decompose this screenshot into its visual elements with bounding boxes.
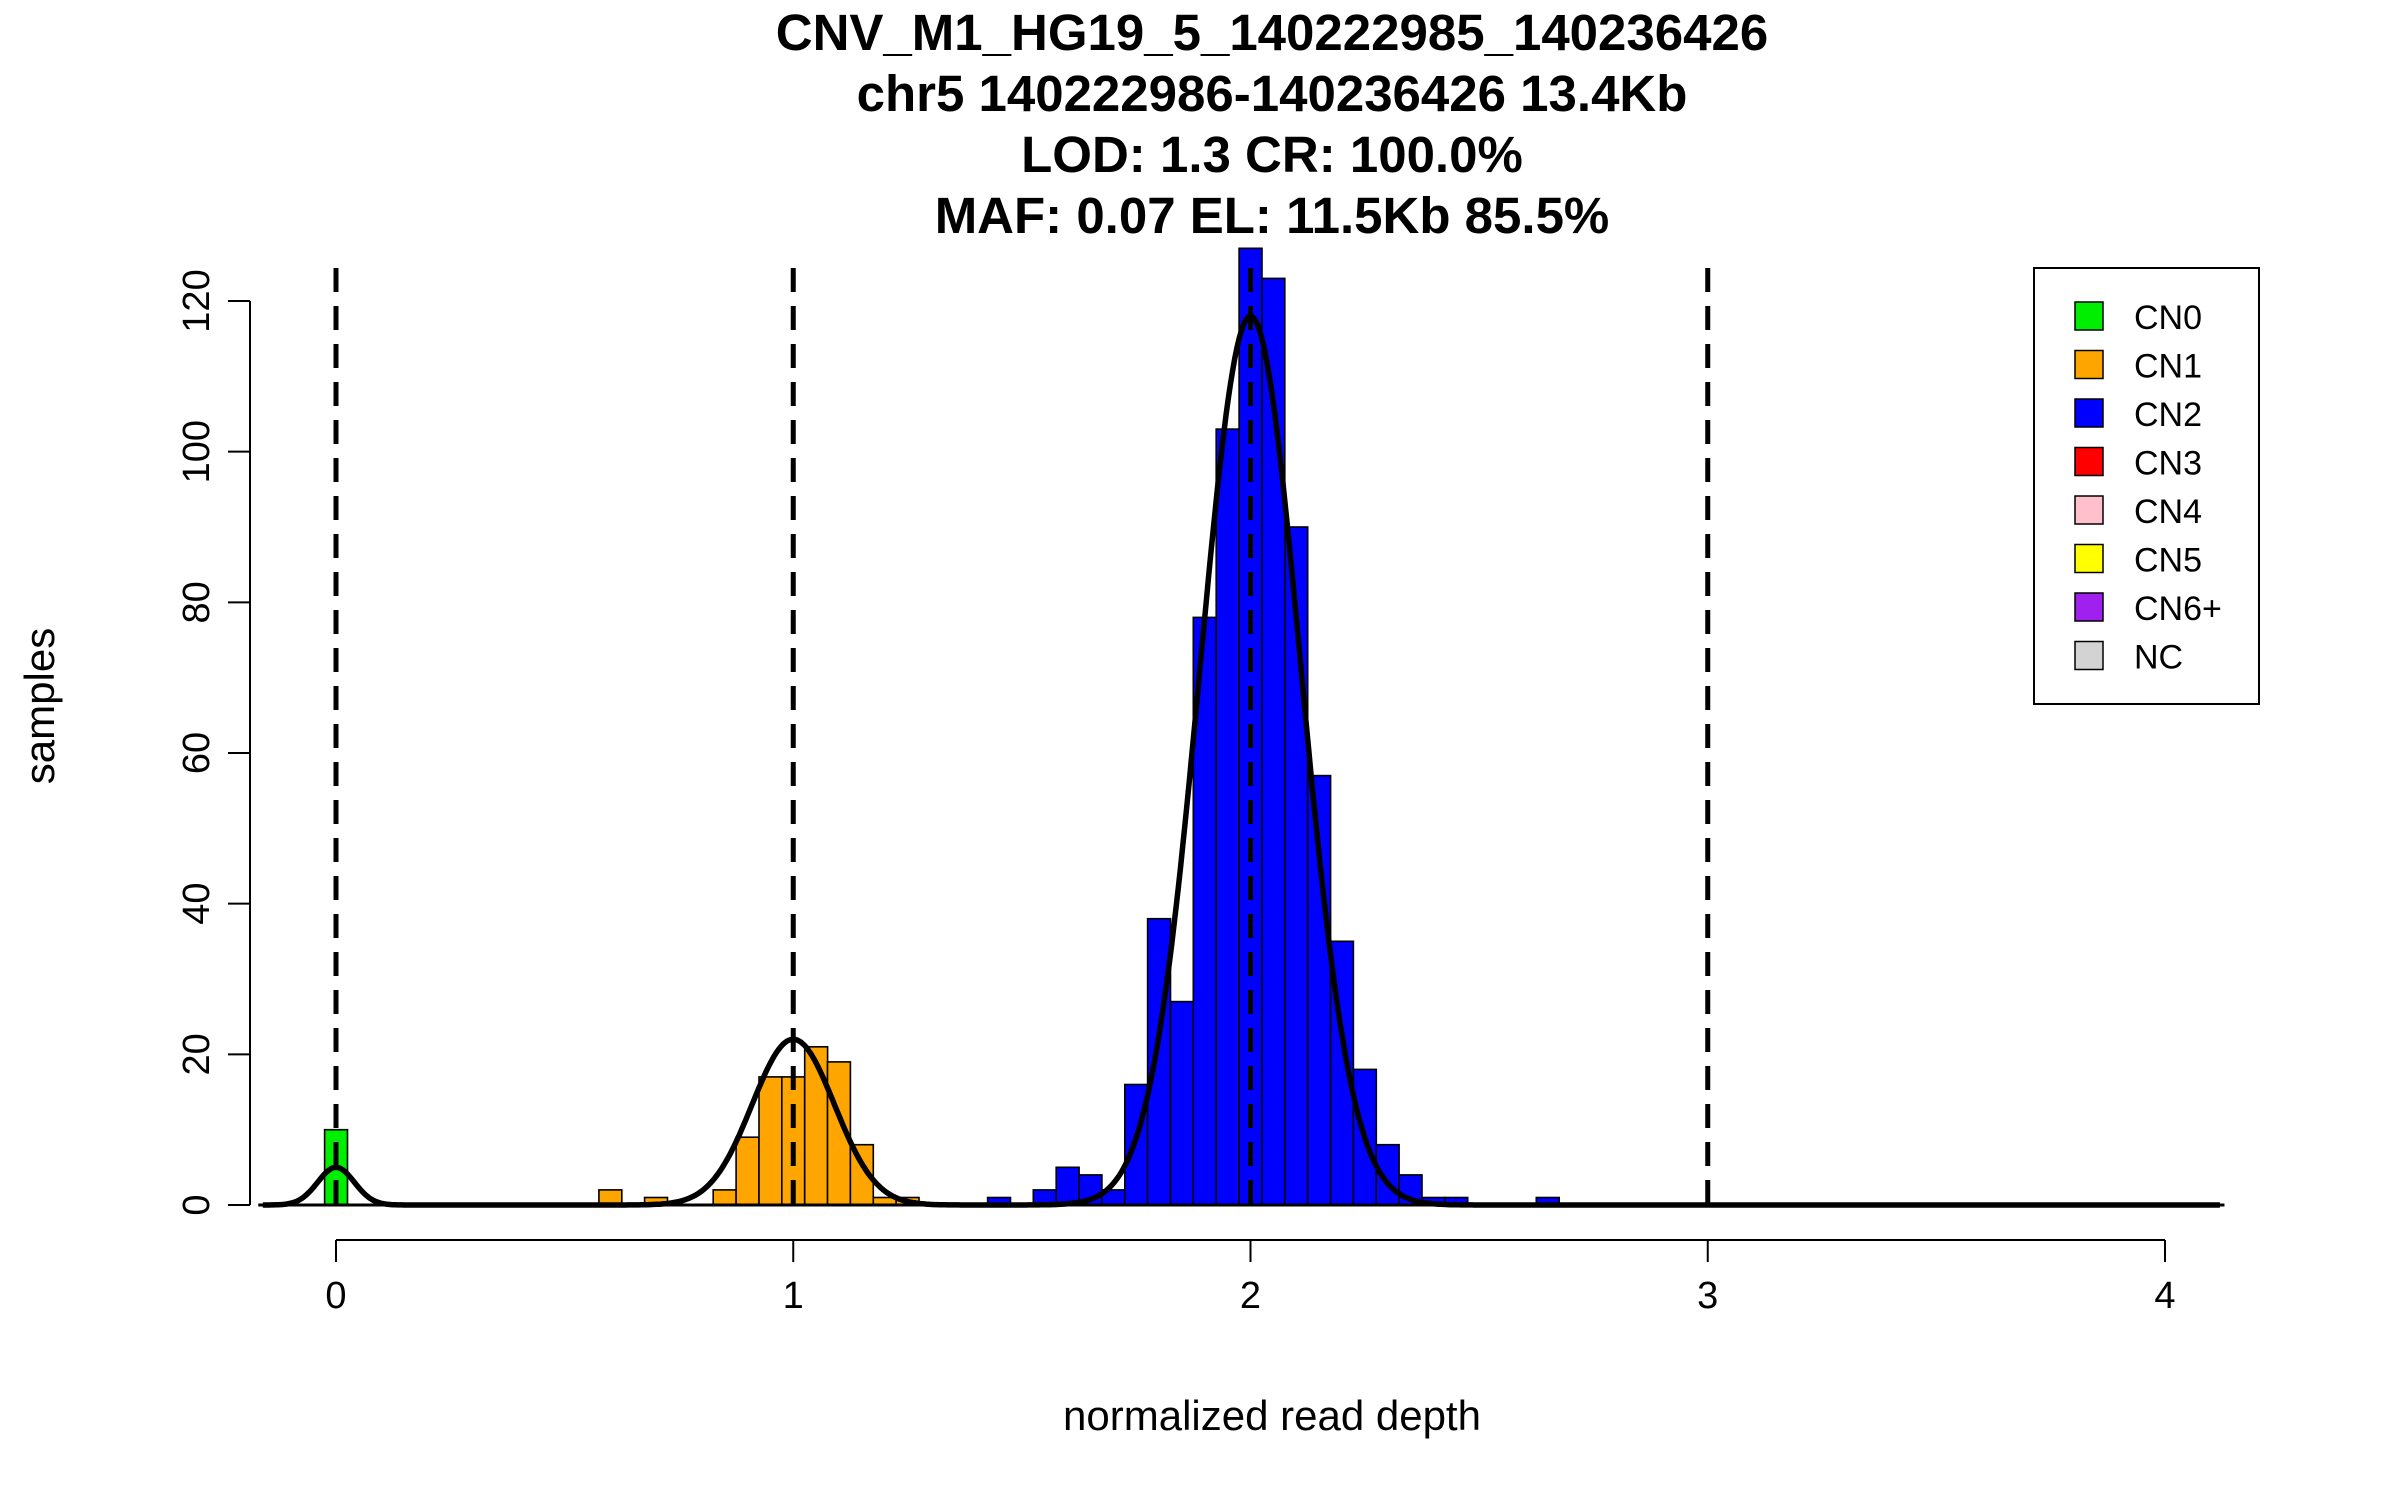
title-line-4: MAF: 0.07 EL: 11.5Kb 85.5% <box>935 187 1610 244</box>
legend-label-cn6plus: CN6+ <box>2134 590 2222 628</box>
legend-label-cn3: CN3 <box>2134 445 2202 483</box>
legend: CN0 CN1 CN2 CN3 CN4 CN5 CN6+ NC <box>2033 267 2260 705</box>
legend-box <box>2033 267 2260 705</box>
bar-cn2 <box>1169 1000 1195 1206</box>
chart-title: CNV_M1_HG19_5_140222985_140236426 chr5 1… <box>776 4 1768 244</box>
y-tick-label: 80 <box>176 581 218 623</box>
x-tick-label: 1 <box>783 1275 804 1317</box>
x-tick-label: 0 <box>325 1275 346 1317</box>
bar-cn2 <box>1215 428 1240 1206</box>
y-tick-label: 100 <box>176 420 218 483</box>
bar-cn1 <box>735 1136 760 1206</box>
bar-cn2 <box>1055 1166 1080 1206</box>
legend-swatch-nc <box>2074 640 2104 671</box>
title-line-1: CNV_M1_HG19_5_140222985_140236426 <box>776 4 1768 61</box>
legend-label-cn5: CN5 <box>2134 542 2202 580</box>
legend-swatch-cn3 <box>2074 446 2104 477</box>
legend-label-cn0: CN0 <box>2134 299 2202 337</box>
legend-swatch-cn4 <box>2074 495 2104 525</box>
legend-label-cn2: CN2 <box>2134 396 2202 434</box>
legend-swatch-cn5 <box>2074 543 2104 574</box>
y-tick-label: 60 <box>176 732 218 774</box>
y-tick-label: 120 <box>176 269 218 332</box>
copy-number-reference-lines <box>333 268 1711 1205</box>
legend-label-nc: NC <box>2134 639 2183 677</box>
y-axis: 0 20 40 60 80 100 120 <box>176 269 251 1216</box>
x-axis: 0 1 2 3 4 <box>325 1239 2176 1317</box>
x-tick-label: 3 <box>1697 1275 1718 1317</box>
x-tick-label: 2 <box>1240 1275 1261 1317</box>
fitted-density-curves <box>262 313 2221 1208</box>
bar-cn1 <box>803 1046 829 1206</box>
title-line-3: LOD: 1.3 CR: 100.0% <box>1021 126 1523 183</box>
legend-label-cn1: CN1 <box>2134 348 2202 386</box>
bar-cn1 <box>712 1189 737 1206</box>
y-axis-label: samples <box>16 628 63 784</box>
legend-label-cn4: CN4 <box>2134 493 2202 531</box>
legend-swatch-cn2 <box>2074 398 2104 428</box>
legend-swatch-cn0 <box>2074 301 2104 331</box>
y-tick-label: 0 <box>176 1194 218 1215</box>
histogram-bars <box>258 247 2225 1207</box>
legend-swatch-cn6plus <box>2074 592 2104 622</box>
legend-swatch-cn1 <box>2074 349 2104 380</box>
fit-curve <box>262 313 2221 1208</box>
y-tick-label: 40 <box>176 883 218 925</box>
bar-cn1 <box>758 1076 783 1206</box>
title-line-2: chr5 140222986-140236426 13.4Kb <box>857 65 1688 122</box>
x-axis-label: normalized read depth <box>1063 1392 1481 1439</box>
y-tick-label: 20 <box>176 1033 218 1075</box>
x-tick-label: 4 <box>2154 1275 2175 1317</box>
